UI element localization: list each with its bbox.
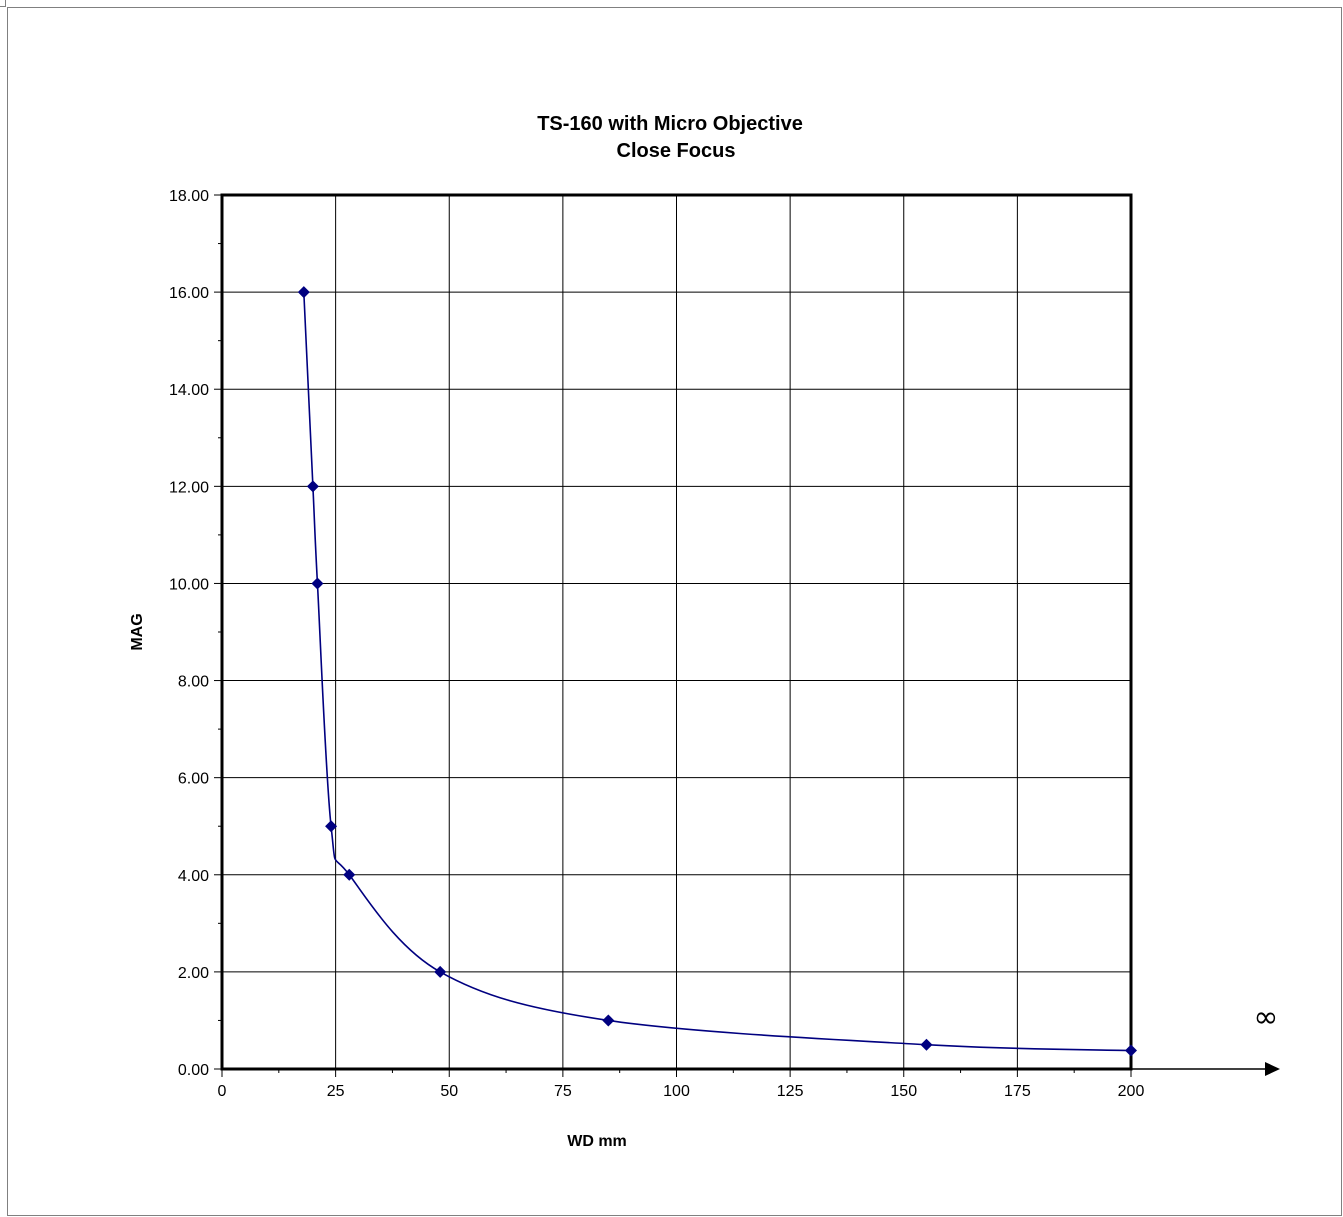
- grid-lines: [222, 195, 1131, 1069]
- y-tick-label: 16.00: [169, 285, 209, 302]
- y-tick-label: 8.00: [178, 674, 209, 691]
- data-point-marker: [343, 868, 356, 881]
- chart-title: TS-160 with Micro Objective: [537, 113, 803, 135]
- x-axis-extension-arrow: [1131, 1062, 1280, 1076]
- x-axis-ticks: 0 25 50 75 100 125 150 175 200: [218, 1069, 1145, 1100]
- data-points: [297, 286, 1137, 1057]
- data-point-marker: [434, 965, 447, 978]
- y-tick-label: 10.00: [169, 576, 209, 593]
- y-tick-label: 4.00: [178, 868, 209, 885]
- y-tick-label: 12.00: [169, 479, 209, 496]
- x-tick-label: 150: [890, 1083, 917, 1100]
- data-point-marker: [311, 577, 324, 590]
- x-tick-label: 100: [663, 1083, 690, 1100]
- y-tick-label: 0.00: [178, 1062, 209, 1079]
- y-axis-title: MAG: [129, 613, 146, 650]
- x-tick-label: 50: [440, 1083, 458, 1100]
- y-tick-label: 6.00: [178, 771, 209, 788]
- data-point-marker: [297, 286, 310, 299]
- y-tick-label: 2.00: [178, 965, 209, 982]
- chart-subtitle: Close Focus: [617, 140, 736, 162]
- data-point-marker: [1125, 1044, 1137, 1057]
- x-axis-title: WD mm: [567, 1133, 627, 1150]
- y-tick-label: 18.00: [169, 188, 209, 205]
- data-point-marker: [325, 820, 338, 833]
- data-point-marker: [920, 1038, 933, 1051]
- series-line: [303, 292, 1132, 1052]
- data-point-marker: [602, 1014, 615, 1027]
- corner-marker: [0, 0, 6, 7]
- data-point-marker: [306, 480, 319, 493]
- y-axis-ticks: 0.00 2.00 4.00 6.00 8.00 10.00 12.00 14.00 16.00…: [169, 188, 222, 1079]
- y-tick-label: 14.00: [169, 382, 209, 399]
- x-tick-label: 125: [777, 1083, 804, 1100]
- chart-frame: [7, 7, 1342, 1216]
- x-tick-label: 0: [218, 1083, 227, 1100]
- x-tick-label: 175: [1004, 1083, 1031, 1100]
- x-tick-label: 200: [1118, 1083, 1145, 1100]
- x-tick-label: 25: [327, 1083, 345, 1100]
- x-tick-label: 75: [554, 1083, 572, 1100]
- plot-border: [220, 193, 1133, 1071]
- infinity-label: ∞: [1254, 1000, 1279, 1035]
